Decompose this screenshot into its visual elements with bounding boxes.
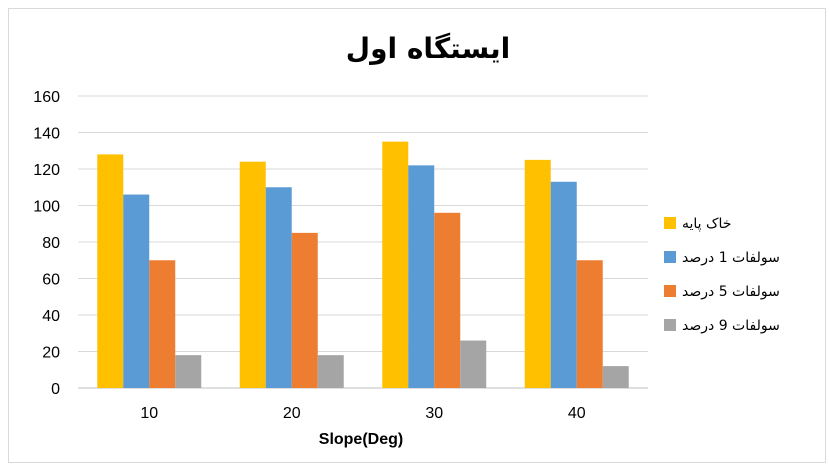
bar-series-3-20 — [292, 233, 318, 388]
chart-title: ایستگاه اول — [346, 32, 510, 65]
bar-series-2-40 — [551, 182, 577, 388]
legend-swatch — [664, 251, 676, 263]
y-tick-label: 120 — [33, 162, 60, 179]
legend-swatch — [664, 319, 676, 331]
bar-series-2-10 — [123, 195, 149, 388]
y-axis-ticks: 0 20 40 60 80 100 120 140 160 — [33, 89, 60, 398]
y-tick-label: 20 — [42, 345, 60, 362]
legend-swatch — [664, 217, 676, 229]
x-tick-label: 30 — [425, 405, 443, 422]
bar-series-1-20 — [240, 162, 266, 388]
legend-label: خاک پایه — [682, 216, 731, 232]
bar-series-3-10 — [149, 260, 175, 388]
bar-series-2-20 — [266, 187, 292, 388]
bar-series-1-40 — [525, 160, 551, 388]
legend-swatch — [664, 285, 676, 297]
bar-series-1-30 — [382, 142, 408, 388]
x-axis-label: Slope(Deg) — [319, 431, 403, 448]
x-axis-ticks: 10 20 30 40 — [140, 405, 585, 422]
x-tick-label: 40 — [568, 405, 586, 422]
legend-label: سولفات 1 درصد — [682, 250, 780, 266]
bar-series-2-30 — [408, 165, 434, 388]
y-tick-label: 60 — [42, 272, 60, 289]
y-tick-label: 100 — [33, 199, 60, 216]
bar-series-4-10 — [175, 355, 201, 388]
x-tick-label: 20 — [283, 405, 301, 422]
y-tick-label: 80 — [42, 235, 60, 252]
legend-label: سولفات 9 درصد — [682, 318, 780, 334]
bar-series-4-30 — [460, 341, 486, 388]
y-tick-label: 140 — [33, 126, 60, 143]
bar-series-3-40 — [577, 260, 603, 388]
y-tick-label: 0 — [51, 381, 60, 398]
legend-label: سولفات 5 درصد — [682, 284, 780, 300]
x-tick-label: 10 — [140, 405, 158, 422]
bar-series-4-20 — [318, 355, 344, 388]
legend: خاک پایه سولفات 1 درصد سولفات 5 درصد سولفات… — [664, 216, 780, 334]
y-tick-label: 160 — [33, 89, 60, 106]
bar-series-4-40 — [603, 366, 629, 388]
bar-series-1-10 — [97, 154, 123, 388]
y-tick-label: 40 — [42, 308, 60, 325]
bar-series-3-30 — [434, 213, 460, 388]
